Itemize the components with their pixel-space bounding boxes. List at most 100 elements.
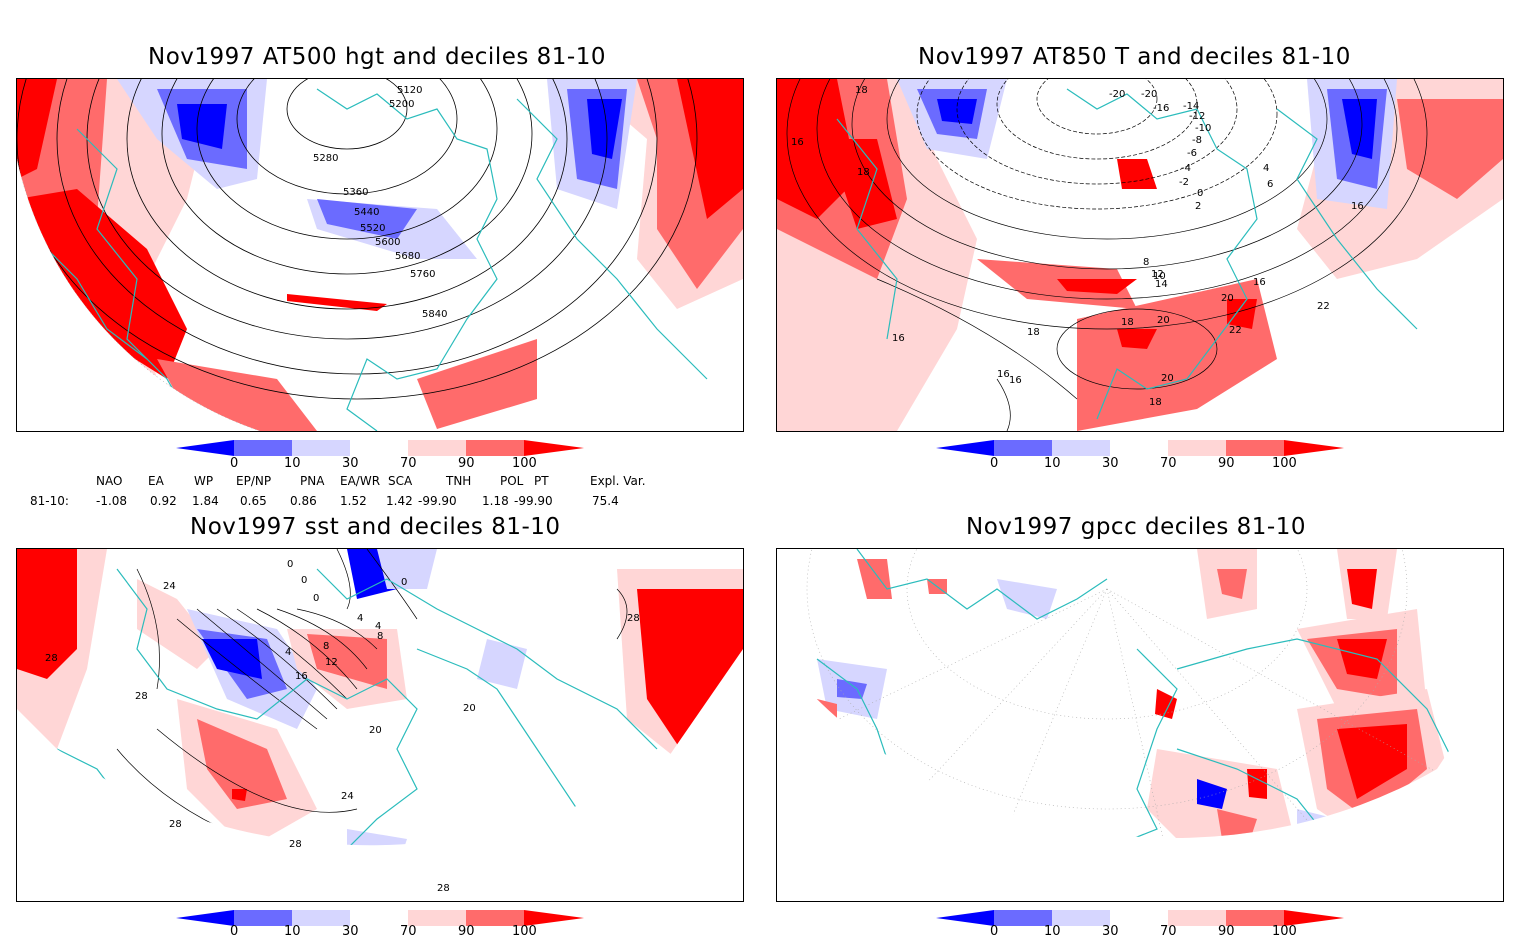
- contour-label: 28: [627, 613, 640, 624]
- contour-label: 28: [45, 653, 58, 664]
- colorbar-tick: 70: [1160, 456, 1177, 471]
- contour-label: 16: [892, 333, 905, 344]
- contour-label: 4: [1263, 163, 1269, 174]
- contour-label: -8: [1192, 135, 1202, 146]
- contour-label: -4: [1181, 163, 1191, 174]
- colorbar-tick: 10: [284, 924, 301, 939]
- colorbar-tick: 30: [342, 456, 359, 471]
- contour-label: 10: [1153, 271, 1166, 282]
- contour-label: -20: [1141, 89, 1157, 100]
- contour-label: 22: [1229, 325, 1242, 336]
- map-t850: 18 16 18 -20 -20 -16 -14 -12 -10 -8 -6 -…: [776, 78, 1504, 432]
- index-value: 1.42: [386, 494, 413, 508]
- map-sst: 24 28 28 28 28 28 0 0 0 0 4 4 4 8 8 12 1…: [16, 548, 744, 902]
- contour-label: 5200: [389, 99, 414, 110]
- index-header: SCA: [388, 474, 413, 488]
- contour-label: 16: [1009, 375, 1022, 386]
- contour-label: 18: [1149, 397, 1162, 408]
- contour-label: -6: [1187, 148, 1197, 159]
- colorbar-tick: 30: [342, 924, 359, 939]
- contour-label: 4: [285, 647, 291, 658]
- contour-label: 28: [169, 819, 182, 830]
- index-value: -99.90: [514, 494, 553, 508]
- contour-label: 12: [325, 657, 338, 668]
- contour-label: 18: [855, 85, 868, 96]
- contour-label: 5600: [375, 237, 400, 248]
- contour-label: 4: [357, 613, 363, 624]
- contour-label: 28: [289, 839, 302, 850]
- contour-label: -16: [1153, 103, 1169, 114]
- contour-label: 0: [301, 575, 307, 586]
- contour-label: 5680: [395, 251, 420, 262]
- contour-label: 5280: [313, 153, 338, 164]
- contour-label: 0: [313, 593, 319, 604]
- contour-label: 20: [1221, 293, 1234, 304]
- contour-label: 18: [857, 167, 870, 178]
- contour-label: 0: [287, 559, 293, 570]
- colorbar-tick: 0: [230, 456, 239, 471]
- colorbar-sst: [176, 910, 584, 926]
- contour-label: 16: [295, 671, 308, 682]
- colorbar-tick: 90: [458, 456, 475, 471]
- contour-label: 16: [1253, 277, 1266, 288]
- panel-title-hgt500: Nov1997 AT500 hgt and deciles 81-10: [148, 44, 606, 70]
- contour-label: 2: [1195, 201, 1201, 212]
- colorbar-tick: 30: [1102, 924, 1119, 939]
- index-value: 0.92: [150, 494, 177, 508]
- index-header: EA/WR: [340, 474, 381, 488]
- contour-label: 16: [997, 369, 1010, 380]
- colorbar-tick: 90: [1218, 456, 1235, 471]
- index-value: 75.4: [592, 494, 619, 508]
- contour-label: -14: [1183, 101, 1199, 112]
- colorbar-tick: 100: [512, 924, 537, 939]
- contour-label: 20: [1161, 373, 1174, 384]
- contour-label: 28: [135, 691, 148, 702]
- colorbar-tick: 10: [1044, 456, 1061, 471]
- contour-label: 0: [1197, 188, 1203, 199]
- contour-label: 5840: [422, 309, 447, 320]
- index-value: 0.65: [240, 494, 267, 508]
- colorbar-tick: 100: [1272, 924, 1297, 939]
- contour-label: 5360: [343, 187, 368, 198]
- contour-label: 5120: [397, 85, 422, 96]
- index-value: -1.08: [96, 494, 128, 508]
- contour-label: 18: [1027, 327, 1040, 338]
- contour-label: -2: [1179, 177, 1189, 188]
- contour-label: 8: [1143, 257, 1149, 268]
- colorbar-t850: [936, 440, 1344, 456]
- colorbar-tick: 100: [512, 456, 537, 471]
- contour-label: 4: [375, 621, 381, 632]
- contour-label: 8: [377, 631, 383, 642]
- contour-label: 12: [1151, 269, 1164, 280]
- index-header: EA: [148, 474, 164, 488]
- panel-title-t850: Nov1997 AT850 T and deciles 81-10: [918, 44, 1351, 70]
- contour-label: -20: [1109, 89, 1125, 100]
- colorbar-tick: 90: [458, 924, 475, 939]
- contour-label: 5440: [354, 207, 379, 218]
- index-header: PNA: [300, 474, 325, 488]
- colorbar-tick: 70: [1160, 924, 1177, 939]
- panel-title-sst: Nov1997 sst and deciles 81-10: [190, 514, 561, 540]
- contour-label: -10: [1195, 123, 1211, 134]
- contour-label: 16: [1351, 201, 1364, 212]
- contour-label: 0: [401, 577, 407, 588]
- colorbar-tick: 0: [990, 456, 999, 471]
- colorbar-tick: 70: [400, 924, 417, 939]
- colorbar-tick: 70: [400, 456, 417, 471]
- map-hgt500: 5120 5200 5280 5360 5440 5520 5600 5680 …: [16, 78, 744, 432]
- contour-label: 24: [163, 581, 176, 592]
- contour-label: 5520: [360, 223, 385, 234]
- contour-label: 14: [1155, 279, 1168, 290]
- map-gpcc-canvas: [777, 549, 1503, 839]
- index-header: POL: [500, 474, 524, 488]
- colorbar-tick: 30: [1102, 456, 1119, 471]
- contour-label: 24: [341, 791, 354, 802]
- colorbar-gpcc: [936, 910, 1344, 926]
- contour-label: -12: [1189, 111, 1205, 122]
- contour-label: 16: [791, 137, 804, 148]
- colorbar-tick: 10: [284, 456, 301, 471]
- contour-label: 22: [1317, 301, 1330, 312]
- contour-label: 20: [1157, 315, 1170, 326]
- index-header: WP: [194, 474, 214, 488]
- panel-title-gpcc: Nov1997 gpcc deciles 81-10: [966, 514, 1306, 540]
